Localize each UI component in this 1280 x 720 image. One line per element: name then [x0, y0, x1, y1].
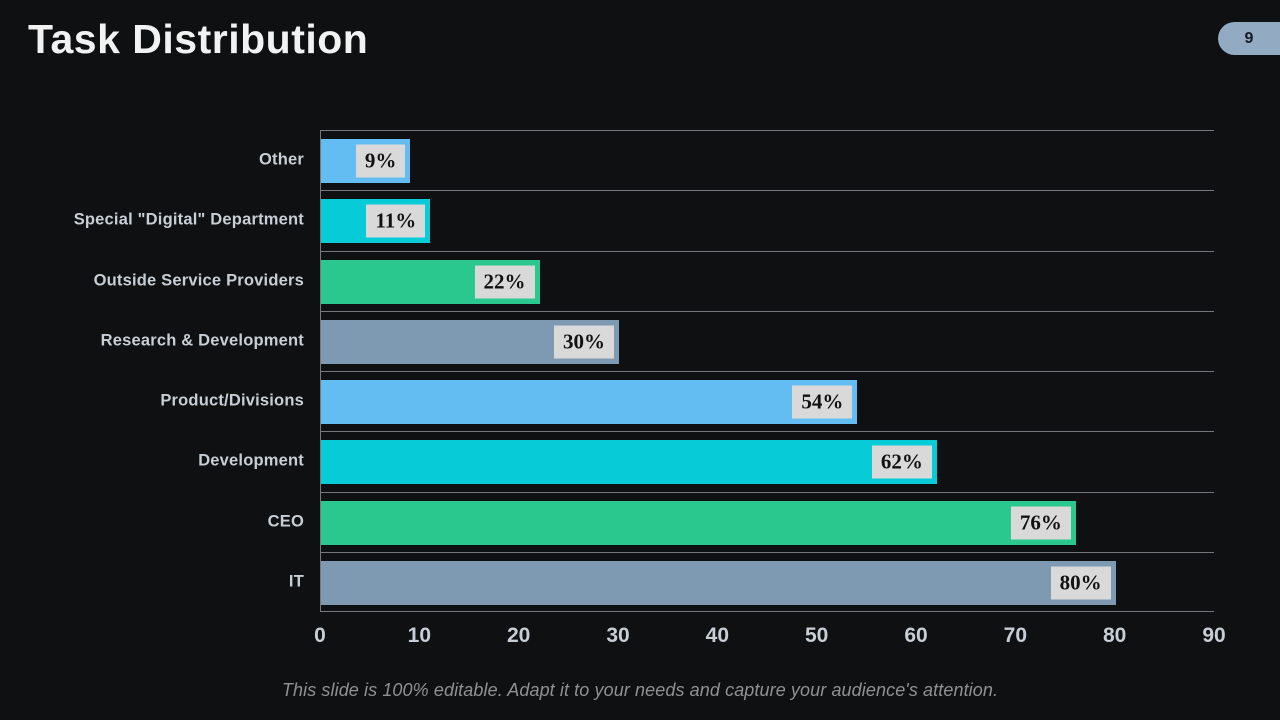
- x-tick-label: 90: [1202, 624, 1226, 647]
- chart-row: 30%: [321, 310, 1214, 371]
- value-label: 80%: [1050, 566, 1111, 600]
- page-title: Task Distribution: [28, 16, 369, 62]
- category-label: CEO: [267, 512, 304, 531]
- bar-special-digital-department: 11%: [321, 199, 431, 244]
- chart-row: 22%: [321, 250, 1214, 311]
- category-label: Development: [198, 451, 304, 470]
- category-label: Research & Development: [100, 331, 304, 350]
- page-number-badge: 9: [1218, 22, 1280, 55]
- value-label: 30%: [554, 325, 614, 359]
- x-tick-label: 10: [407, 624, 432, 647]
- value-label: 22%: [474, 265, 535, 298]
- x-tick-label: 20: [506, 624, 531, 647]
- category-label: Product/Divisions: [160, 391, 304, 410]
- chart-row: 80%: [321, 551, 1214, 612]
- category-label: Outside Service Providers: [93, 271, 304, 290]
- chart-row: 9%: [321, 130, 1214, 190]
- x-tick-label: 60: [904, 624, 928, 647]
- x-tick-label: 40: [705, 624, 730, 647]
- value-label: 76%: [1010, 506, 1071, 539]
- category-label: Other: [258, 150, 304, 169]
- bar-other: 9%: [321, 139, 411, 183]
- chart-row: 54%: [321, 371, 1214, 431]
- bar-product-divisions: 54%: [321, 380, 858, 424]
- bar-ceo: 76%: [321, 500, 1076, 545]
- value-label: 11%: [366, 204, 426, 238]
- bar-chart: 9% 11% 22% 30% 54% 62% 76% 80%: [320, 130, 1214, 612]
- page-number: 9: [1244, 29, 1254, 47]
- category-label: IT: [288, 572, 304, 591]
- x-tick-label: 0: [314, 624, 326, 647]
- category-label: Special "Digital" Department: [73, 210, 304, 229]
- value-label: 9%: [355, 144, 406, 178]
- value-label: 54%: [792, 385, 853, 419]
- x-tick-label: 70: [1003, 624, 1028, 647]
- bar-research-development: 30%: [321, 319, 619, 364]
- bar-outside-service-providers: 22%: [321, 259, 540, 304]
- chart-row: 11%: [321, 190, 1214, 250]
- footer-note: This slide is 100% editable. Adapt it to…: [281, 680, 999, 700]
- chart-row: 62%: [321, 431, 1214, 491]
- bar-it: 80%: [321, 560, 1116, 605]
- x-tick-label: 50: [804, 624, 829, 647]
- bar-development: 62%: [321, 440, 937, 485]
- x-tick-label: 80: [1102, 624, 1127, 647]
- value-label: 62%: [871, 445, 932, 479]
- chart-row: 76%: [321, 491, 1214, 552]
- x-tick-label: 30: [606, 624, 630, 647]
